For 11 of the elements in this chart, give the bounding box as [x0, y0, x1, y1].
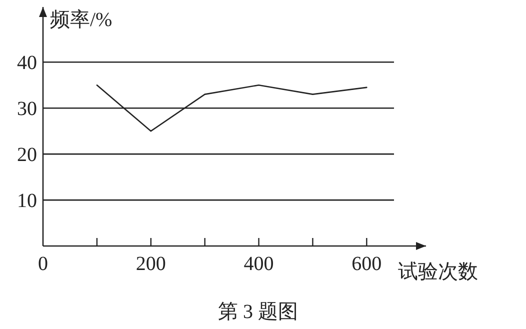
y-tick-label: 30 — [17, 98, 37, 120]
x-tick-label: 600 — [352, 253, 382, 275]
x-axis-title: 试验次数 — [398, 261, 478, 283]
x-tick-label: 0 — [38, 253, 48, 275]
x-tick-label: 400 — [244, 253, 274, 275]
text: 第 3 题图 — [218, 301, 298, 323]
x-tick-label: 200 — [136, 253, 166, 275]
y-tick-label: 40 — [17, 52, 37, 74]
y-tick-label: 10 — [17, 190, 37, 212]
y-axis-title: 频率/% — [50, 9, 112, 31]
y-tick-label: 20 — [17, 144, 37, 166]
